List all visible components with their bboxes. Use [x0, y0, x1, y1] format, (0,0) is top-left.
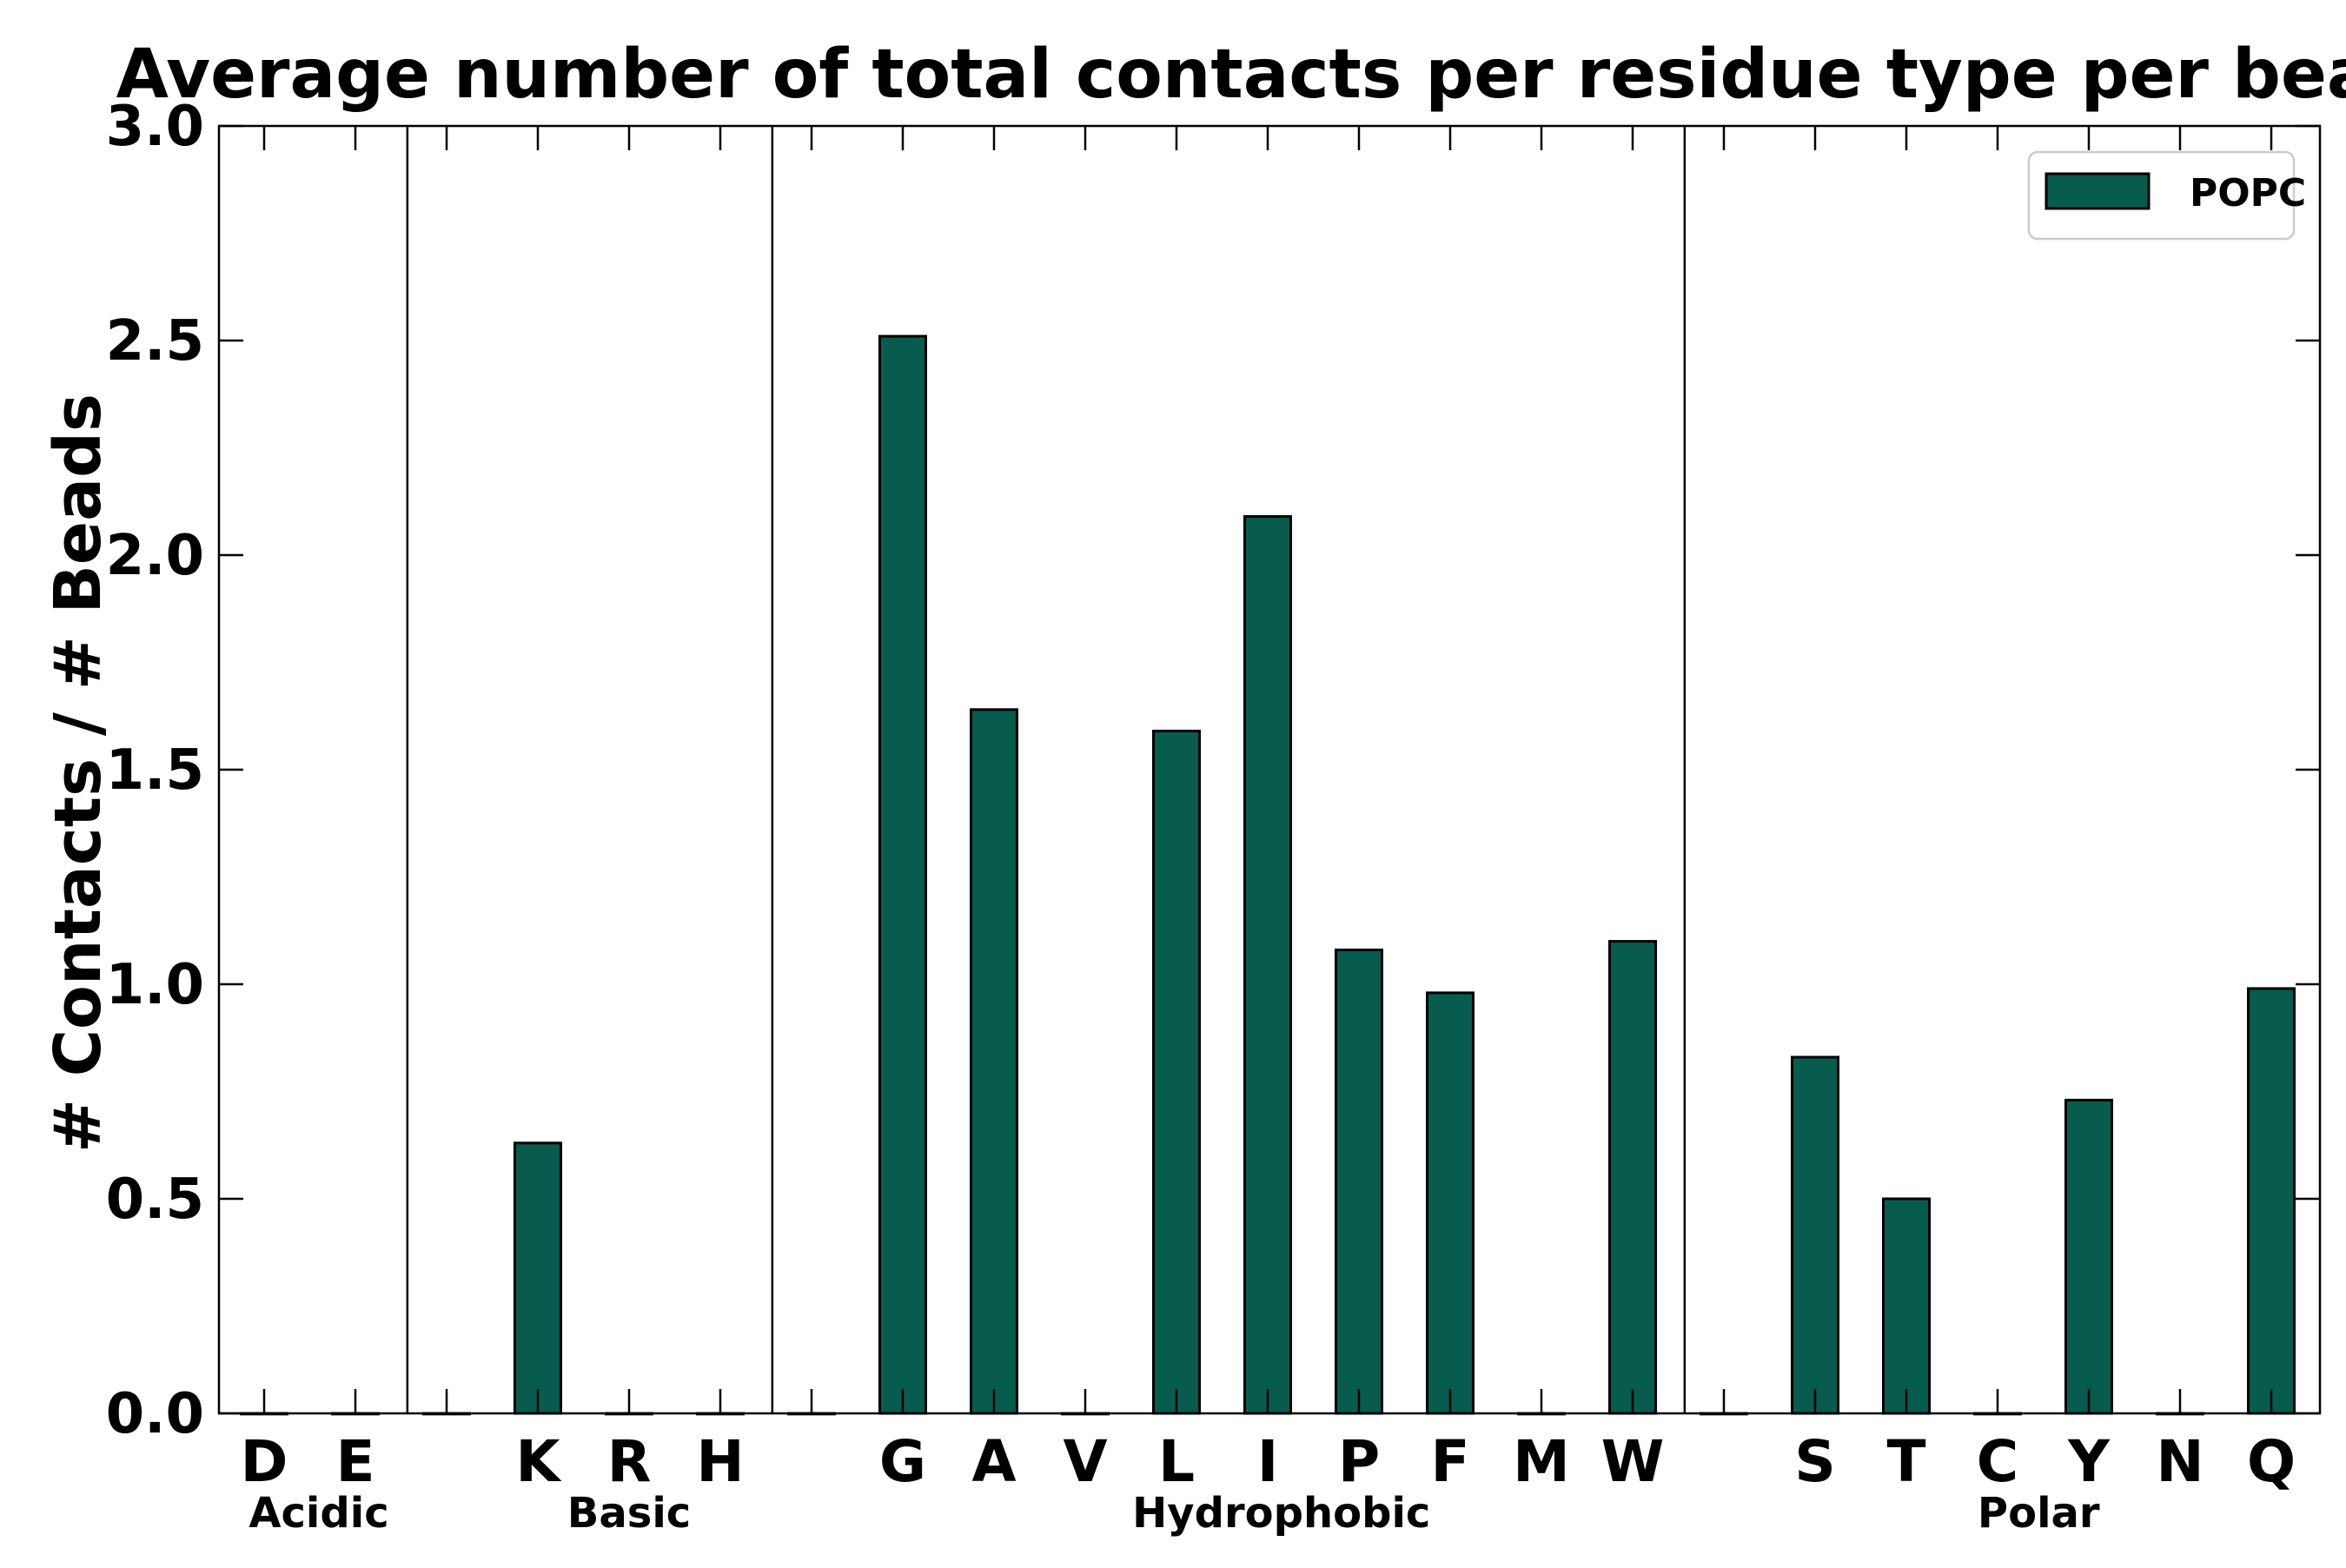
x-tick-label-P: P	[1338, 1428, 1380, 1495]
group-label-acidic: Acidic	[249, 1489, 388, 1538]
group-separators	[406, 126, 1687, 1413]
legend-swatch-popc	[2044, 172, 2150, 210]
x-tick-label-M: M	[1513, 1428, 1570, 1495]
group-label-hydrophobic: Hydrophobic	[1132, 1489, 1430, 1538]
y-tick-label: 3.0	[106, 95, 204, 159]
x-tick-label-Y: Y	[2067, 1428, 2111, 1495]
y-tick-label: 2.0	[106, 524, 204, 588]
x-tick-label-H: H	[696, 1428, 744, 1495]
bar-G	[878, 334, 927, 1415]
legend: POPC	[2027, 150, 2306, 241]
y-tick-label: 2.5	[106, 309, 204, 374]
x-tick-label-F: F	[1430, 1428, 1469, 1495]
bar-T	[1882, 1197, 1931, 1415]
x-tick-label-K: K	[515, 1428, 562, 1495]
x-tick-label-W: W	[1601, 1428, 1665, 1495]
y-tick-labels: 0.0 0.5 1.0 1.5 2.0 2.5 3.0	[106, 95, 204, 1446]
bar-Q	[2247, 987, 2296, 1415]
bar-A	[970, 708, 1018, 1415]
y-tick-label: 1.0	[106, 953, 204, 1017]
y-tick-label: 0.5	[106, 1168, 204, 1232]
x-tick-label-N: N	[2156, 1428, 2204, 1495]
legend-label-popc: POPC	[2190, 171, 2306, 215]
x-tick-label-T: T	[1886, 1428, 1925, 1495]
bar-P	[1335, 948, 1383, 1415]
x-tick-label-R: R	[607, 1428, 652, 1495]
plot-frame	[217, 124, 2322, 1415]
x-tick-label-I: I	[1257, 1428, 1279, 1495]
bar-L	[1152, 730, 1201, 1415]
x-tick-label-L: L	[1158, 1428, 1195, 1495]
x-tick-label-E: E	[335, 1428, 374, 1495]
group-labels: Acidic Basic Hydrophobic Polar	[249, 1489, 2100, 1538]
y-tick-label: 0.0	[106, 1382, 204, 1446]
group-label-polar: Polar	[1978, 1489, 2100, 1538]
x-tick-label-D: D	[241, 1428, 288, 1495]
bar-S	[1791, 1055, 1839, 1415]
bar-K	[514, 1141, 562, 1415]
bar-F	[1426, 991, 1475, 1415]
x-tick-label-A: A	[971, 1428, 1016, 1495]
x-tick-label-S: S	[1794, 1428, 1836, 1495]
bars	[240, 334, 2296, 1416]
chart-title: Average number of total contacts per res…	[116, 36, 2346, 114]
x-tick-label-V: V	[1063, 1428, 1107, 1495]
bar-Y	[2064, 1098, 2113, 1415]
bar-I	[1243, 515, 1292, 1415]
group-label-basic: Basic	[567, 1489, 691, 1538]
bar-W	[1608, 940, 1657, 1415]
x-tick-label-Q: Q	[2247, 1428, 2296, 1495]
y-axis-label: # Contacts / # Beads	[41, 394, 116, 1153]
y-tick-label: 1.5	[106, 738, 204, 803]
x-tick-label-G: G	[879, 1428, 926, 1495]
x-tick-label-C: C	[1977, 1428, 2018, 1495]
